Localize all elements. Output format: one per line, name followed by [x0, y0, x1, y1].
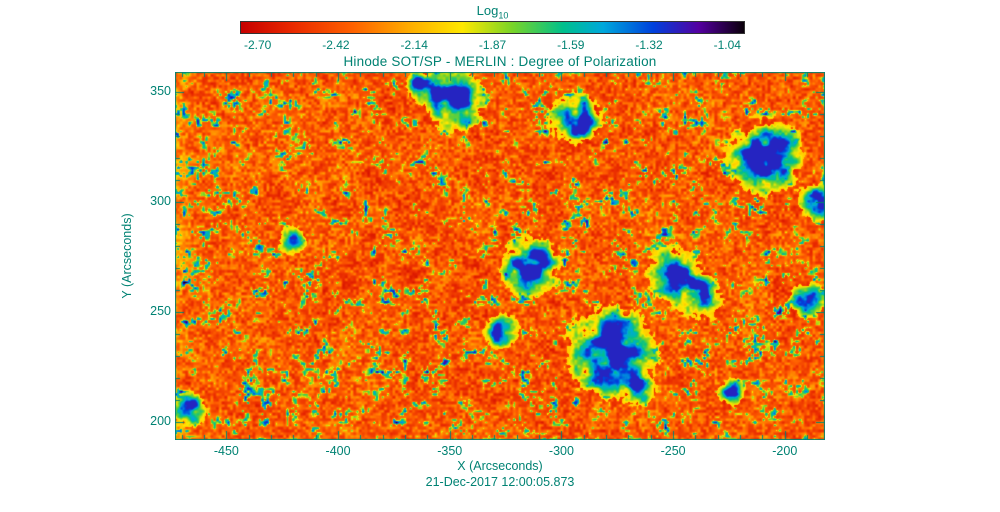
colorbar-tick-labels: -2.70 -2.42 -2.14 -1.87 -1.59 -1.32 -1.04	[240, 38, 745, 53]
colorbar-gradient	[240, 21, 745, 34]
y-tick-label: 200	[150, 414, 171, 429]
colorbar-title-subscript: 10	[498, 10, 509, 21]
colorbar-tick-label: -1.32	[635, 38, 663, 52]
y-tick-label: 300	[150, 194, 171, 208]
x-axis-label: X (Arcseconds)	[457, 459, 543, 473]
x-tick-label: -250	[660, 444, 686, 458]
x-tick-label: -350	[437, 444, 463, 458]
colorbar-tick-label: -2.14	[400, 38, 428, 52]
colorbar-tick-label: -1.59	[557, 38, 585, 52]
x-tick-label: -450	[213, 444, 239, 458]
colorbar-title-text: Log	[476, 3, 499, 18]
heatmap-canvas	[175, 72, 825, 440]
x-tick-label: -300	[548, 444, 574, 458]
y-axis-tick-labels: 350 300 250 200	[133, 72, 171, 440]
x-axis-tick-labels: -450 -400 -350 -300 -250 -200	[175, 444, 825, 459]
colorbar-tick-label: -2.70	[243, 38, 272, 52]
colorbar-tick-label: -1.04	[713, 38, 741, 52]
x-tick-label: -400	[325, 444, 351, 458]
y-tick-label: 250	[150, 304, 171, 319]
colorbar-title: Log10	[240, 3, 745, 21]
y-axis-label: Y (Arcseconds)	[120, 213, 134, 299]
y-tick-label: 350	[150, 83, 171, 98]
colorbar-tick-label: -2.42	[322, 38, 350, 52]
plot-title: Hinode SOT/SP - MERLIN : Degree of Polar…	[343, 54, 657, 69]
x-tick-label: -200	[772, 444, 798, 458]
timestamp: 21-Dec-2017 12:00:05.873	[425, 475, 575, 489]
colorbar-tick-label: -1.87	[478, 38, 507, 52]
